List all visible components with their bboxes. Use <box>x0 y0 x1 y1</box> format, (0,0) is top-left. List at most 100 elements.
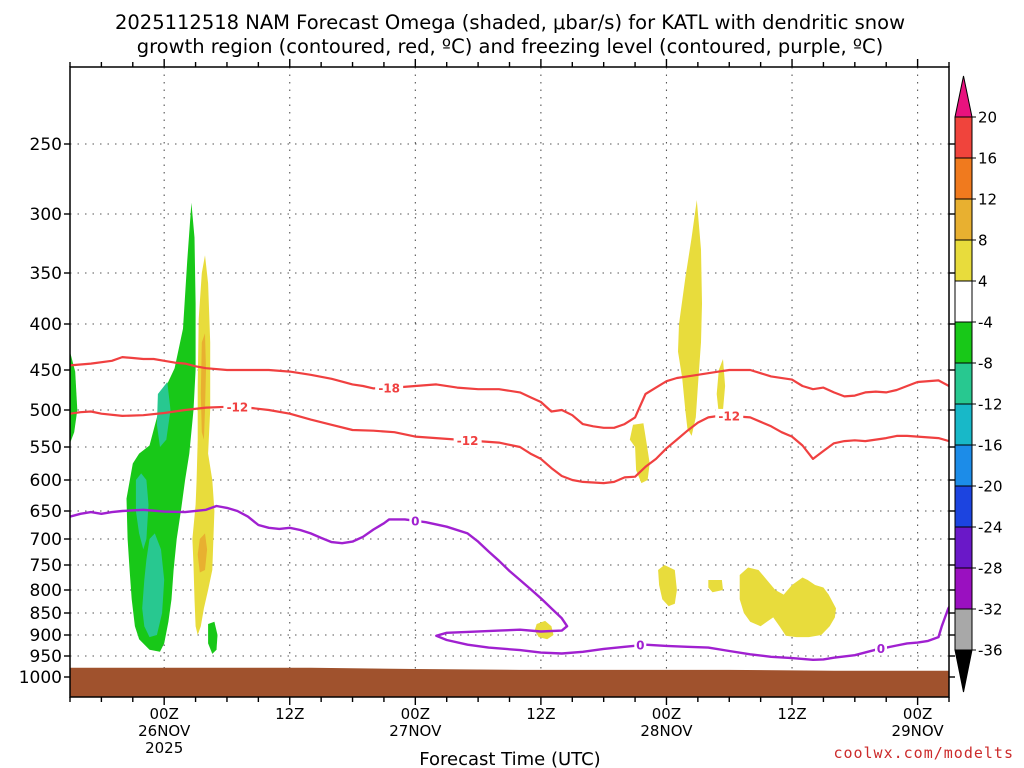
contour-label-dgz-bottom-minus12-1: -12 <box>227 401 249 415</box>
colorbar-box-8 <box>954 444 973 487</box>
ytick-label-850: 850 <box>30 604 62 624</box>
omega-region-yellow-pos4-c <box>678 200 702 436</box>
omega-region-yellow-pos4-e <box>658 565 677 607</box>
contour-label-dgz-top-minus18-1: -18 <box>378 381 400 395</box>
contour-label-bg-freezing-level-0-1 <box>409 513 422 528</box>
colorbar-box-6 <box>954 362 973 405</box>
ytick-label-450: 450 <box>30 361 62 381</box>
ytick-label-300: 300 <box>30 205 62 225</box>
ytick-label-600: 600 <box>30 471 62 491</box>
ytick-label-800: 800 <box>30 581 62 601</box>
omega-region-yellow-pos4-d <box>716 359 726 414</box>
x-axis-title: Forecast Time (UTC) <box>419 749 600 768</box>
omega-shading <box>70 200 836 654</box>
colorbar-box-11 <box>954 567 973 610</box>
contour-label-bg-freezing-level-0-2 <box>634 638 647 653</box>
colorbar-label--16: -16 <box>978 437 1003 455</box>
colorbar-label--20: -20 <box>978 478 1003 496</box>
contour-label-freezing-level-0-1: 0 <box>411 514 419 528</box>
contour-label-freezing-level-0-2: 0 <box>636 639 644 653</box>
ground-fill <box>70 667 949 697</box>
colorbar-box-3 <box>954 239 973 282</box>
omega-region-green-neg8-small <box>208 621 218 654</box>
ytick-label-550: 550 <box>30 438 62 458</box>
colorbar-box-0 <box>954 116 973 159</box>
ytick-label-650: 650 <box>30 502 62 522</box>
contour-label-dgz-bottom-minus12-2: -12 <box>457 434 479 448</box>
omega-region-teal-neg12-c <box>156 382 171 447</box>
colorbar-box-7 <box>954 403 973 446</box>
colorbar-label--4: -4 <box>978 314 993 332</box>
xtick-date-6: 26NOV <box>138 722 191 740</box>
contour-label-bg-freezing-level-0-3 <box>874 641 887 656</box>
ytick-label-900: 900 <box>30 626 62 646</box>
omega-region-yellow-pos4-h <box>534 620 554 640</box>
xtick-label-78: 00Z <box>903 705 932 723</box>
colorbar-label-20: 20 <box>978 109 997 127</box>
omega-region-orange-pos8-main <box>200 333 206 440</box>
colorbar-label-4: 4 <box>978 273 988 291</box>
colorbar-label--24: -24 <box>978 519 1003 537</box>
colorbar-bottom-arrow <box>954 649 973 693</box>
omega-region-yellow-pos4-b <box>629 423 650 484</box>
colorbar-label--36: -36 <box>978 642 1003 660</box>
ytick-label-350: 350 <box>30 264 62 284</box>
colorbar-label--32: -32 <box>978 601 1003 619</box>
omega-region-teal-neg12-a <box>135 473 149 550</box>
contour-freezing-level-0 <box>70 504 949 661</box>
colorbar-label-12: 12 <box>978 191 997 209</box>
xtick-date-30: 27NOV <box>389 722 442 740</box>
colorbar-box-5 <box>954 321 973 364</box>
colorbar-label--12: -12 <box>978 396 1003 414</box>
ytick-label-1000: 1000 <box>19 668 62 688</box>
omega-region-yellow-pos4-f <box>708 580 723 593</box>
colorbar-box-2 <box>954 198 973 241</box>
ytick-label-950: 950 <box>30 647 62 667</box>
colorbar-label--8: -8 <box>978 355 993 373</box>
contour-lines <box>70 356 949 661</box>
xtick-date-54: 28NOV <box>640 722 693 740</box>
colorbar-label-8: 8 <box>978 232 988 250</box>
colorbar-box-1 <box>954 157 973 200</box>
xtick-label-30: 00Z <box>401 705 430 723</box>
ytick-label-700: 700 <box>30 530 62 550</box>
contour-labels: -18 -12 -12 -12 0 0 0 <box>223 380 887 656</box>
contour-dgz-bottom-minus12 <box>70 405 949 485</box>
contour-label-bg-dgz-bottom-minus12-3 <box>715 408 744 423</box>
omega-region-teal-neg12-b <box>142 533 165 638</box>
contour-label-bg-dgz-top-minus18-1 <box>375 380 404 395</box>
contour-label-bg-dgz-bottom-minus12-1 <box>223 400 252 415</box>
ytick-label-500: 500 <box>30 401 62 421</box>
colorbar-label-16: 16 <box>978 150 997 168</box>
colorbar-top-arrow <box>954 75 973 118</box>
contour-label-freezing-level-0-3: 0 <box>877 642 885 656</box>
xtick-label-54: 00Z <box>652 705 681 723</box>
colorbar-box-10 <box>954 526 973 569</box>
xtick-year-6: 2025 <box>145 739 183 757</box>
site-credit: coolwx.com/modelts <box>833 744 1014 762</box>
chart-title-line1: 2025112518 NAM Forecast Omega (shaded, μ… <box>115 11 905 34</box>
colorbar: 20 16 12 8 4 -4 -8 -12 -16 -20 -24 -28 -32 -36 <box>954 75 1003 693</box>
ground-layer <box>70 667 949 697</box>
contour-dgz-top-minus18 <box>70 356 949 429</box>
chart-title-line2: growth region (contoured, red, ºC) and f… <box>137 35 884 58</box>
colorbar-label--28: -28 <box>978 560 1003 578</box>
omega-region-yellow-pos4-main <box>192 255 215 636</box>
omega-region-green-neg8-left <box>70 351 78 444</box>
ytick-label-750: 750 <box>30 556 62 576</box>
y-axis-ticks: 2503003504004505005506006507007508008509… <box>19 135 955 688</box>
ytick-label-250: 250 <box>30 135 62 155</box>
omega-region-yellow-pos4-g <box>739 567 836 638</box>
xtick-date-78: 29NOV <box>892 722 945 740</box>
xtick-label-18: 12Z <box>275 705 304 723</box>
xtick-label-6: 00Z <box>149 705 178 723</box>
colorbar-box-12 <box>954 608 973 651</box>
contour-label-dgz-bottom-minus12-3: -12 <box>718 409 740 423</box>
colorbar-box-4 <box>954 280 973 323</box>
ytick-label-400: 400 <box>30 315 62 335</box>
xtick-label-42: 12Z <box>526 705 555 723</box>
contour-label-bg-dgz-bottom-minus12-2 <box>453 433 482 448</box>
xtick-label-66: 12Z <box>777 705 806 723</box>
